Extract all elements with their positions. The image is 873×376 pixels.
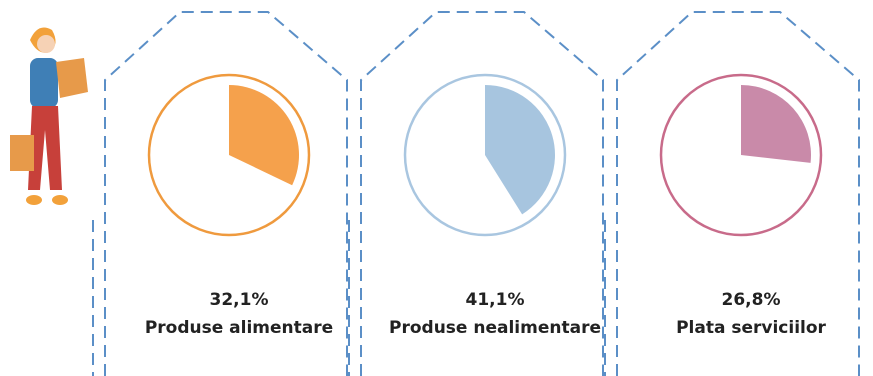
gauge-sector (741, 85, 812, 163)
category-label: Plata serviciilor (676, 318, 826, 338)
value-label: 26,8% (722, 290, 781, 310)
category-label: Produse nealimentare (389, 318, 601, 338)
gauge-ring (659, 73, 823, 237)
gauge-sector (485, 85, 556, 215)
shopper-illustration (10, 27, 88, 205)
panel-outline (360, 11, 604, 376)
gauge-sector (229, 85, 300, 186)
value-label: 32,1% (210, 290, 269, 310)
value-label: 41,1% (466, 290, 525, 310)
panel-outline (104, 11, 348, 376)
gauge-ring (147, 73, 311, 237)
gauge-ring (403, 73, 567, 237)
category-label: Produse alimentare (145, 318, 333, 338)
panel-outline (616, 11, 860, 376)
